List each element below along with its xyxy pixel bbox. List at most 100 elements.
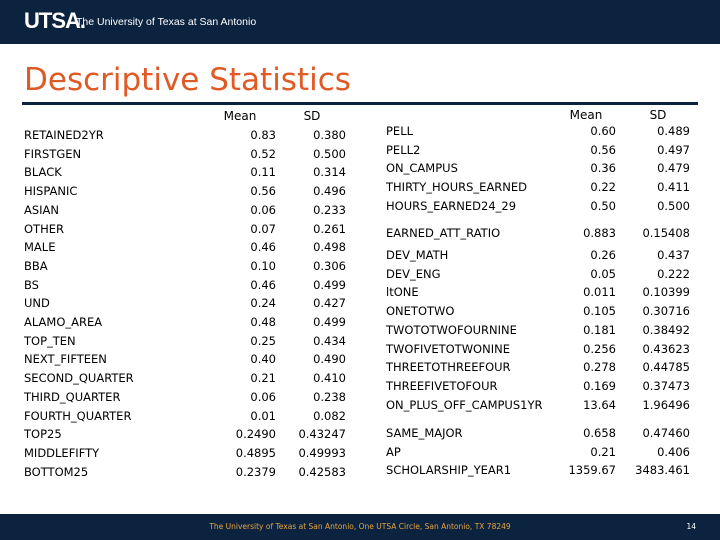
row-label: FIRSTGEN xyxy=(24,146,82,161)
left-mean-column: 0.83 0.52 0.11 0.56 0.06 0.07 0.46 0.10 0.46 0.24… xyxy=(200,126,276,481)
sd-value: 0.43623 xyxy=(642,341,690,356)
row-label: THIRD_QUARTER xyxy=(24,389,121,404)
mean-value: 0.52 xyxy=(250,146,276,161)
row-label: TWOTOTWOFOURNINE xyxy=(386,322,517,337)
row-label: NEXT_FIFTEEN xyxy=(24,352,107,367)
footer-bar: The University of Texas at San Antonio, … xyxy=(0,514,720,540)
row-label: FOURTH_QUARTER xyxy=(24,408,132,423)
sd-value: 0.496 xyxy=(313,184,346,199)
row-label: ON_PLUS_OFF_CAMPUS1YR xyxy=(386,397,543,412)
right-group-labels: PELL PELL2 ON_CAMPUS THIRTY_HOURS_EARNED HOU… xyxy=(386,122,566,216)
sd-value: 0.233 xyxy=(313,202,346,217)
mean-value: 0.22 xyxy=(590,180,616,195)
sd-value: 0.434 xyxy=(313,333,346,348)
row-label: BLACK xyxy=(24,165,62,180)
sd-value: 0.082 xyxy=(313,408,346,423)
mean-value: 0.2379 xyxy=(235,464,276,479)
mean-value: 0.2490 xyxy=(235,427,276,442)
sd-value: 0.497 xyxy=(657,142,690,157)
mean-value: 0.181 xyxy=(583,322,616,337)
right-group-sds: 0.437 0.222 0.10399 0.30716 0.38492 0.43623 0.… xyxy=(612,246,690,414)
sd-value: 0.498 xyxy=(313,240,346,255)
right-group-labels: DEV_MATH DEV_ENG ltONE ONETOTWO TWOTOTWOFOUR… xyxy=(386,246,566,414)
sd-value: 3483.461 xyxy=(635,463,690,478)
mean-value: 0.658 xyxy=(583,426,616,440)
mean-value: 0.46 xyxy=(250,240,276,255)
university-name: The University of Texas at San Antonio xyxy=(76,16,257,28)
mean-value: 0.21 xyxy=(250,371,276,386)
mean-value: 0.21 xyxy=(590,444,616,459)
right-group-sds: 0.47460 0.406 3483.461 xyxy=(612,424,690,480)
mean-value: 0.169 xyxy=(583,378,616,393)
mean-value: 0.011 xyxy=(583,285,616,300)
sd-value: 0.500 xyxy=(313,146,346,161)
sd-value: 0.489 xyxy=(657,124,690,138)
right-group-labels: EARNED_ATT_RATIO xyxy=(386,224,566,243)
sd-value: 0.479 xyxy=(657,161,690,176)
mean-value: 13.64 xyxy=(583,397,616,412)
sd-value: 0.406 xyxy=(657,444,690,459)
utsa-logo: UTSA. xyxy=(24,8,86,33)
right-mean-header: Mean xyxy=(569,108,603,122)
right-group-means: 0.26 0.05 0.011 0.105 0.181 0.256 0.278 0.169 13… xyxy=(540,246,616,414)
row-label: THREEFIVETOFOUR xyxy=(386,378,498,393)
row-label: TOP25 xyxy=(24,427,62,442)
row-label: THIRTY_HOURS_EARNED xyxy=(386,180,528,195)
sd-value: 0.10399 xyxy=(642,285,690,300)
sd-value: 0.38492 xyxy=(642,322,690,337)
row-label: ONETOTWO xyxy=(386,304,455,319)
sd-value: 0.411 xyxy=(657,180,690,195)
mean-value: 0.48 xyxy=(250,315,276,330)
row-label: SECOND_QUARTER xyxy=(24,371,134,386)
sd-value: 0.261 xyxy=(313,221,346,236)
mean-value: 0.4895 xyxy=(235,445,276,460)
row-label: BOTTOM25 xyxy=(24,464,89,479)
mean-value: 0.24 xyxy=(250,296,276,311)
sd-value: 0.42583 xyxy=(298,464,346,479)
sd-value: 0.500 xyxy=(657,198,690,213)
row-label: HOURS_EARNED24_29 xyxy=(386,198,517,213)
sd-value: 0.410 xyxy=(313,371,346,386)
sd-value: 0.499 xyxy=(313,315,346,330)
sd-value: 0.437 xyxy=(657,248,690,262)
page-number: 14 xyxy=(686,522,696,531)
mean-value: 0.06 xyxy=(250,389,276,404)
mean-value: 0.46 xyxy=(250,277,276,292)
left-variable-list: RETAINED2YR FIRSTGEN BLACK HISPANIC ASIAN OTH… xyxy=(24,126,204,481)
mean-value: 0.10 xyxy=(250,258,276,273)
right-group-means: 0.883 xyxy=(540,224,616,243)
sd-value: 0.37473 xyxy=(642,378,690,393)
row-label: ON_CAMPUS xyxy=(386,161,458,176)
sd-value: 1.96496 xyxy=(642,397,690,412)
right-group-labels: SAME_MAJOR AP SCHOLARSHIP_YEAR1 xyxy=(386,424,566,480)
title-divider xyxy=(22,102,698,105)
mean-value: 0.883 xyxy=(583,226,616,240)
left-sd-column: 0.380 0.500 0.314 0.496 0.233 0.261 0.498 0.306… xyxy=(270,126,346,481)
footer-address: The University of Texas at San Antonio, … xyxy=(209,522,511,531)
sd-value: 0.222 xyxy=(657,266,690,281)
mean-value: 0.83 xyxy=(250,128,276,142)
mean-value: 0.278 xyxy=(583,360,616,375)
row-label: EARNED_ATT_RATIO xyxy=(386,226,501,240)
row-label: BS xyxy=(24,277,39,292)
row-label: ALAMO_AREA xyxy=(24,315,103,330)
left-sd-header: SD xyxy=(303,109,321,123)
row-label: ltONE xyxy=(386,285,419,300)
header-bar: UTSA. The University of Texas at San Ant… xyxy=(0,0,720,44)
row-label: DEV_ENG xyxy=(386,266,441,281)
sd-value: 0.30716 xyxy=(642,304,690,319)
mean-value: 0.40 xyxy=(250,352,276,367)
right-group-means: 0.60 0.56 0.36 0.22 0.50 xyxy=(540,122,616,216)
mean-value: 0.01 xyxy=(250,408,276,423)
right-sd-header: SD xyxy=(649,108,667,122)
right-group-sds: 0.489 0.497 0.479 0.411 0.500 xyxy=(612,122,690,216)
row-label: ASIAN xyxy=(24,202,60,217)
mean-value: 0.26 xyxy=(590,248,616,262)
sd-value: 0.49993 xyxy=(298,445,346,460)
row-label: HISPANIC xyxy=(24,184,78,199)
row-label: PELL xyxy=(386,124,414,138)
sd-value: 0.380 xyxy=(313,128,346,142)
row-label: UND xyxy=(24,296,50,311)
sd-value: 0.43247 xyxy=(298,427,346,442)
sd-value: 0.47460 xyxy=(642,426,690,440)
